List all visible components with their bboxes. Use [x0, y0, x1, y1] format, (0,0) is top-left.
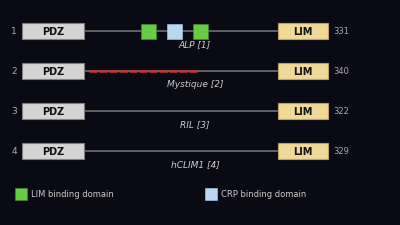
FancyBboxPatch shape — [278, 104, 328, 119]
Text: LIM: LIM — [293, 67, 313, 77]
Text: PDZ: PDZ — [42, 27, 64, 37]
Text: PDZ: PDZ — [42, 106, 64, 117]
FancyBboxPatch shape — [22, 24, 84, 40]
Bar — [140, 24, 156, 39]
FancyBboxPatch shape — [22, 104, 84, 119]
Text: LIM binding domain: LIM binding domain — [31, 190, 114, 199]
Text: ALP [1]: ALP [1] — [179, 40, 211, 49]
Text: PDZ: PDZ — [42, 67, 64, 77]
Text: 2: 2 — [11, 67, 17, 76]
Text: CRP binding domain: CRP binding domain — [221, 190, 306, 199]
Text: 3: 3 — [11, 107, 17, 116]
Text: PDZ: PDZ — [42, 146, 64, 156]
Text: RIL [3]: RIL [3] — [180, 120, 210, 129]
Bar — [192, 24, 208, 39]
Text: 340: 340 — [333, 67, 349, 76]
Text: LIM: LIM — [293, 146, 313, 156]
Text: 322: 322 — [333, 107, 349, 116]
FancyBboxPatch shape — [22, 143, 84, 159]
Text: 1: 1 — [11, 27, 17, 36]
Bar — [205, 188, 217, 200]
Text: LIM: LIM — [293, 27, 313, 37]
Text: 331: 331 — [333, 27, 349, 36]
Text: 4: 4 — [11, 147, 17, 156]
Text: 329: 329 — [333, 147, 349, 156]
Bar — [15, 188, 27, 200]
FancyBboxPatch shape — [278, 24, 328, 40]
FancyBboxPatch shape — [278, 143, 328, 159]
FancyBboxPatch shape — [22, 64, 84, 80]
FancyBboxPatch shape — [278, 64, 328, 80]
Bar — [166, 24, 182, 39]
Text: hCLIM1 [4]: hCLIM1 [4] — [171, 160, 219, 169]
Text: LIM: LIM — [293, 106, 313, 117]
Text: Mystique [2]: Mystique [2] — [167, 80, 223, 89]
